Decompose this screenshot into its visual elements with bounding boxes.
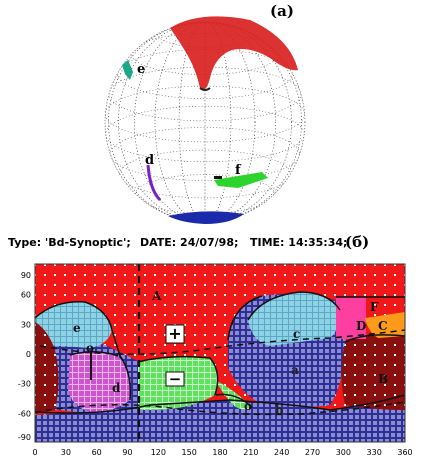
x-tick-label: 210 [243, 448, 258, 457]
y-tick-label: -90 [18, 433, 31, 442]
x-tick-label: 300 [336, 448, 351, 457]
map-label-e: e [73, 321, 81, 335]
y-tick-label: -30 [18, 380, 31, 389]
map-label-a: a [291, 363, 299, 377]
south-polar-region-map [35, 395, 405, 442]
map-label-D: D [356, 319, 366, 333]
y-tick-label: 30 [21, 320, 31, 329]
globe-meridian [178, 22, 232, 222]
y-tick-label: 60 [21, 291, 31, 300]
x-tick-label: 90 [122, 448, 132, 457]
region-c-map [248, 292, 340, 346]
x-tick-label: 120 [151, 448, 166, 457]
map-label-c: c [293, 327, 300, 341]
x-axis-ticks: 0 30 60 90 120 150 180 210 240 270 300 330 360 [32, 448, 412, 457]
plus-box [165, 324, 185, 344]
y-tick-label: -60 [18, 409, 31, 418]
map-label-C: C [378, 319, 388, 333]
y-tick-label: 0 [26, 350, 31, 359]
panel-a-label: (a) [270, 2, 294, 20]
x-tick-label: 330 [367, 448, 382, 457]
x-tick-label: 240 [274, 448, 289, 457]
region-B-map [341, 334, 405, 410]
minus-box [165, 371, 185, 387]
map-label-plus: + [168, 324, 181, 343]
x-tick-label: 60 [92, 448, 102, 457]
region-left-darkred [35, 322, 59, 414]
region-e-map [35, 301, 112, 348]
globe-meridian [108, 22, 302, 222]
x-tick-label: 360 [397, 448, 412, 457]
map-frame [34, 263, 406, 443]
x-tick-label: 270 [305, 448, 320, 457]
map-label-o1: o [86, 341, 94, 355]
north-polar-region [170, 16, 298, 90]
synoptic-map [35, 264, 405, 442]
y-axis-ticks: 90 60 30 0 -30 -60 -90 [18, 271, 31, 442]
panel-b-label: (б) [345, 233, 369, 251]
map-label-B: B [378, 372, 388, 386]
region-e-globe [122, 60, 133, 80]
x-tick-label: 30 [61, 448, 71, 457]
region-d-globe [146, 164, 162, 202]
globe-meridian [133, 22, 277, 222]
x-tick-label: 180 [212, 448, 227, 457]
map-label-F: F [370, 300, 379, 314]
map-type-text: Type: 'Bd-Synoptic'; [8, 236, 131, 249]
x-tick-label: 150 [182, 448, 197, 457]
map-label-A: A [151, 289, 162, 303]
region-F-map [336, 297, 366, 339]
region-d-map [68, 351, 131, 412]
globe-label-d: d [145, 153, 154, 168]
map-label-o2: o [244, 399, 252, 413]
map-date-text: DATE: 24/07/98; [140, 236, 238, 249]
globe-meridian [154, 22, 256, 222]
map-label-d: d [112, 381, 121, 395]
x-tick-label: 0 [32, 448, 37, 457]
map-label-b: b [275, 403, 283, 417]
map-label-minus: − [169, 370, 182, 388]
south-polar-region [168, 211, 244, 224]
globe-label-e: e [137, 62, 145, 77]
globe: e d f [104, 16, 306, 224]
globe-label-f: f [235, 163, 242, 178]
region-green-tail [215, 380, 252, 410]
map-time-text: TIME: 14:35:34; [250, 236, 347, 249]
globe-meridian [118, 22, 292, 222]
region-f-globe [214, 172, 268, 188]
y-tick-label: 90 [21, 271, 31, 280]
